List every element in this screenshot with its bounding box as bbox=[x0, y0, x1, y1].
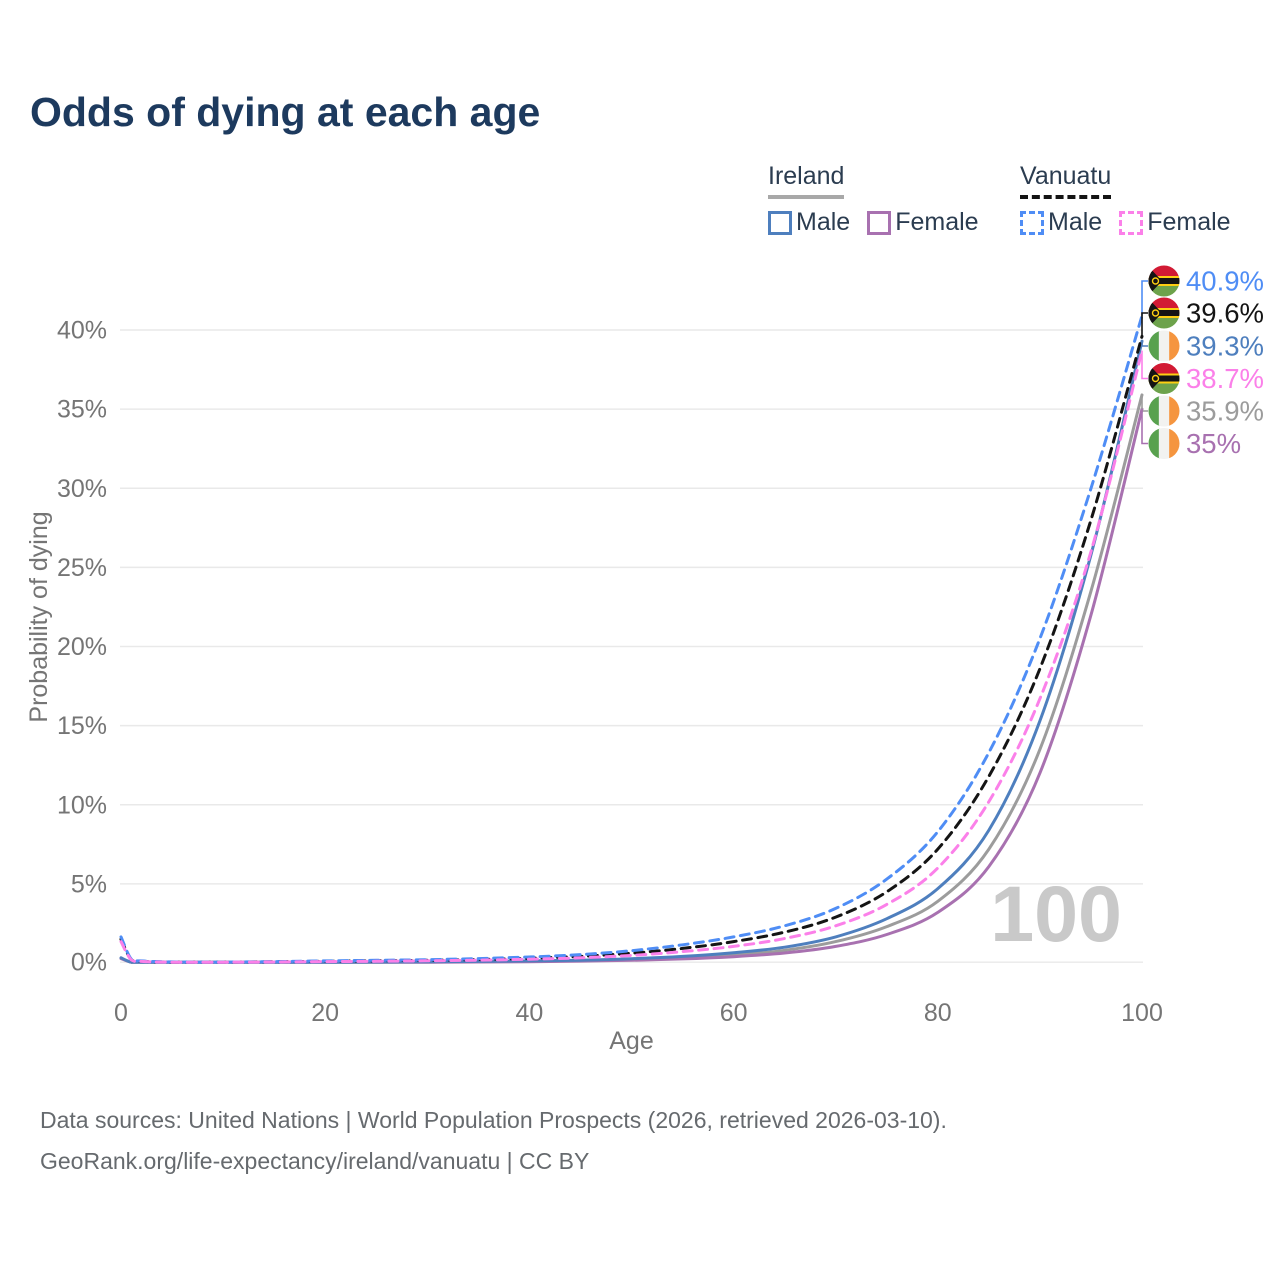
legend-group-ireland: Ireland Male Female bbox=[768, 162, 996, 237]
ireland-flag-icon bbox=[1148, 395, 1180, 427]
x-axis-tick-label: 0 bbox=[114, 999, 128, 1027]
x-axis-tick-label: 80 bbox=[924, 999, 952, 1027]
end-label-connector bbox=[1141, 341, 1148, 347]
vanuatu-male-swatch-icon bbox=[1020, 210, 1044, 235]
ireland-male-swatch-icon bbox=[768, 210, 792, 235]
x-axis-tick-label: 40 bbox=[515, 999, 543, 1027]
y-axis-tick-label: 20% bbox=[57, 633, 107, 661]
legend-item-label: Male bbox=[1048, 208, 1103, 236]
end-label-connector bbox=[1141, 280, 1148, 316]
end-value-label: 39.3% bbox=[1186, 331, 1264, 362]
y-axis-tick-label: 15% bbox=[57, 712, 107, 740]
series-line-ireland-both bbox=[119, 393, 1144, 964]
end-value-label: 38.7% bbox=[1186, 363, 1264, 394]
series-line-vanuatu-female bbox=[119, 349, 1144, 964]
end-label-connector bbox=[1141, 350, 1148, 380]
end-label-connector bbox=[1141, 312, 1148, 337]
legend-country-ireland[interactable]: Ireland bbox=[768, 162, 845, 199]
page-title: Odds of dying at each age bbox=[30, 89, 541, 135]
y-axis-tick-label: 25% bbox=[57, 554, 107, 582]
vanuatu-female-swatch-icon bbox=[1119, 210, 1144, 235]
y-axis-tick-label: 0% bbox=[71, 949, 107, 977]
y-axis-tick-label: 10% bbox=[57, 791, 107, 819]
end-value-label: 35.9% bbox=[1186, 396, 1264, 427]
ireland-flag-icon bbox=[1148, 330, 1180, 362]
legend-item-ireland-male[interactable]: Male bbox=[768, 208, 850, 237]
end-value-label: 40.9% bbox=[1186, 266, 1264, 297]
y-axis-tick-label: 5% bbox=[71, 870, 107, 898]
legend-item-ireland-female[interactable]: Female bbox=[867, 208, 979, 237]
legend-item-label: Male bbox=[796, 208, 851, 236]
y-axis-tick-label: 35% bbox=[57, 396, 107, 424]
x-axis-tick-label: 20 bbox=[311, 999, 339, 1027]
end-value-label: 39.6% bbox=[1186, 298, 1264, 329]
legend-item-vanuatu-female[interactable]: Female bbox=[1119, 208, 1231, 237]
hovered-age-watermark: 100 bbox=[990, 869, 1122, 958]
data-sources-line1: Data sources: United Nations | World Pop… bbox=[40, 1107, 947, 1133]
vanuatu-flag-icon bbox=[1148, 363, 1180, 394]
legend-item-label: Female bbox=[895, 208, 979, 236]
x-axis-title: Age bbox=[609, 1027, 653, 1055]
data-sources: Data sources: United Nations | World Pop… bbox=[40, 1100, 947, 1182]
legend-item-label: Female bbox=[1147, 208, 1231, 236]
vanuatu-flag-icon bbox=[1148, 265, 1180, 297]
ireland-flag-icon bbox=[1148, 428, 1180, 459]
y-axis-tick-label: 30% bbox=[57, 475, 107, 503]
x-axis-tick-label: 100 bbox=[1121, 999, 1163, 1027]
end-label-connector bbox=[1141, 409, 1148, 445]
y-axis-title: Probability of dying bbox=[25, 511, 53, 722]
ireland-female-swatch-icon bbox=[867, 210, 892, 235]
legend-item-vanuatu-male[interactable]: Male bbox=[1020, 208, 1102, 237]
legend-group-vanuatu: Vanuatu Male Female bbox=[1020, 162, 1248, 237]
data-sources-line2: GeoRank.org/life-expectancy/ireland/vanu… bbox=[40, 1148, 590, 1174]
y-axis-tick-label: 40% bbox=[57, 317, 107, 345]
end-value-label: 35% bbox=[1186, 428, 1241, 459]
vanuatu-flag-icon bbox=[1148, 297, 1180, 329]
series-line-ireland-female bbox=[119, 407, 1144, 964]
x-axis-tick-label: 60 bbox=[720, 999, 748, 1027]
legend-country-vanuatu[interactable]: Vanuatu bbox=[1020, 162, 1112, 199]
